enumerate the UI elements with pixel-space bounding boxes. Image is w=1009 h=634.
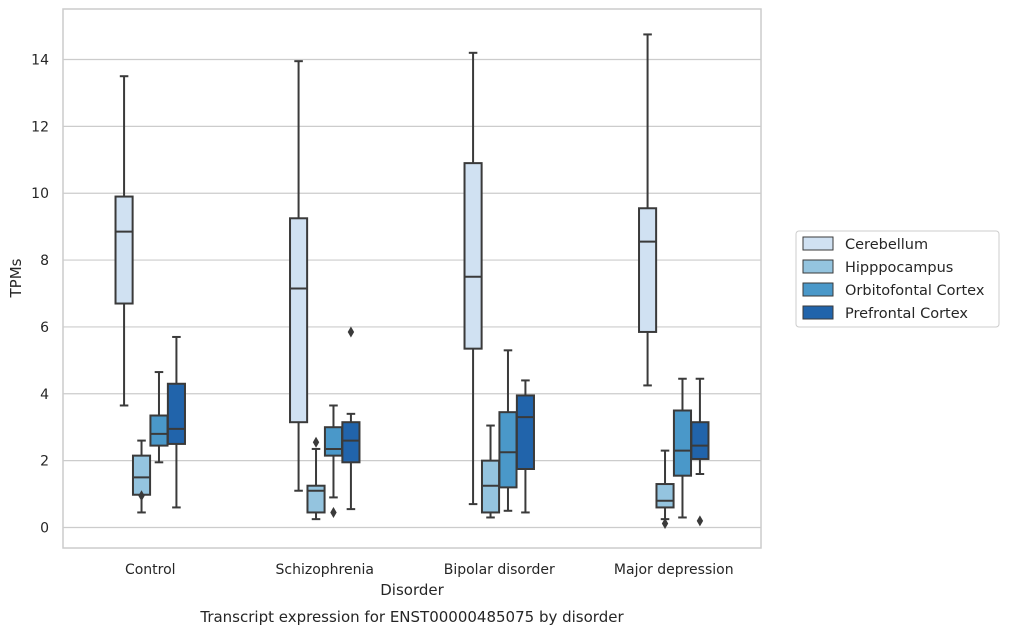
- outlier-0: [696, 515, 704, 527]
- y-tick-6: 6: [40, 320, 49, 336]
- y-tick-12: 12: [31, 119, 49, 135]
- box-body: [638, 207, 658, 333]
- y-tick-10: 10: [31, 186, 49, 202]
- box-body: [306, 484, 326, 514]
- boxes: [114, 33, 710, 529]
- x-tick-2: Bipolar disorder: [444, 562, 555, 578]
- box-body: [463, 162, 483, 350]
- box-body: [166, 382, 186, 445]
- box-body: [498, 411, 518, 489]
- legend-swatch-2: [802, 282, 834, 297]
- legend-label-2: Orbitofontal Cortex: [845, 283, 985, 299]
- box-0-1: [131, 439, 152, 514]
- x-tick-labels: Control Schizophrenia Bipolar disorder Majo…: [125, 562, 734, 578]
- legend-label-0: Cerebellum: [845, 237, 928, 253]
- legend-swatch-1: [802, 259, 834, 274]
- box-2-1: [480, 424, 501, 519]
- box-3-0: [638, 33, 658, 387]
- box-body: [672, 409, 693, 477]
- box-1-1: [306, 436, 326, 521]
- box-body: [323, 426, 344, 457]
- legend: Cerebellum Hipppocampus Orbitofontal Corte…: [795, 230, 1000, 328]
- box-3-1: [655, 449, 675, 529]
- y-tick-labels: 0 2 4 6 8 10 12 14: [31, 53, 49, 537]
- outlier-0: [347, 326, 355, 338]
- chart-caption: Transcript expression for ENST0000048507…: [199, 608, 624, 626]
- legend-frame: [795, 230, 1000, 328]
- x-tick-1: Schizophrenia: [276, 562, 374, 578]
- box-body: [690, 421, 710, 460]
- box-2-3: [515, 379, 535, 514]
- outlier-0: [312, 436, 320, 448]
- box-2-2: [498, 349, 518, 512]
- box-body: [149, 414, 169, 447]
- y-axis-label: TPMs: [7, 258, 25, 298]
- box-body: [131, 454, 152, 496]
- box-body: [289, 217, 309, 424]
- box-2-0: [463, 51, 483, 506]
- y-tick-0: 0: [40, 521, 49, 537]
- legend-swatch-3: [802, 305, 834, 320]
- box-1-0: [289, 60, 309, 492]
- legend-label-3: Prefrontal Cortex: [845, 306, 968, 322]
- x-tick-0: Control: [125, 562, 176, 578]
- outlier-0: [330, 506, 337, 518]
- plot-frame: [62, 8, 762, 549]
- y-tick-4: 4: [40, 387, 49, 403]
- box-1-2: [323, 404, 344, 518]
- box-body: [341, 421, 361, 464]
- box-3-2: [672, 377, 693, 519]
- box-3-3: [690, 377, 710, 527]
- box-body: [515, 394, 535, 471]
- y-tick-2: 2: [40, 454, 49, 470]
- legend-label-1: Hipppocampus: [845, 260, 953, 276]
- outlier-0: [138, 490, 145, 502]
- box-0-0: [114, 75, 134, 407]
- box-1-3: [341, 326, 361, 511]
- y-tick-14: 14: [31, 53, 49, 69]
- box-body: [114, 195, 134, 305]
- box-0-2: [149, 371, 169, 464]
- box-body: [655, 483, 675, 509]
- x-axis-label: Disorder: [380, 581, 444, 599]
- y-tick-8: 8: [40, 253, 49, 269]
- x-tick-3: Major depression: [614, 562, 734, 578]
- legend-swatch-0: [802, 236, 834, 251]
- outlier-0: [661, 517, 669, 529]
- box-0-3: [166, 335, 186, 509]
